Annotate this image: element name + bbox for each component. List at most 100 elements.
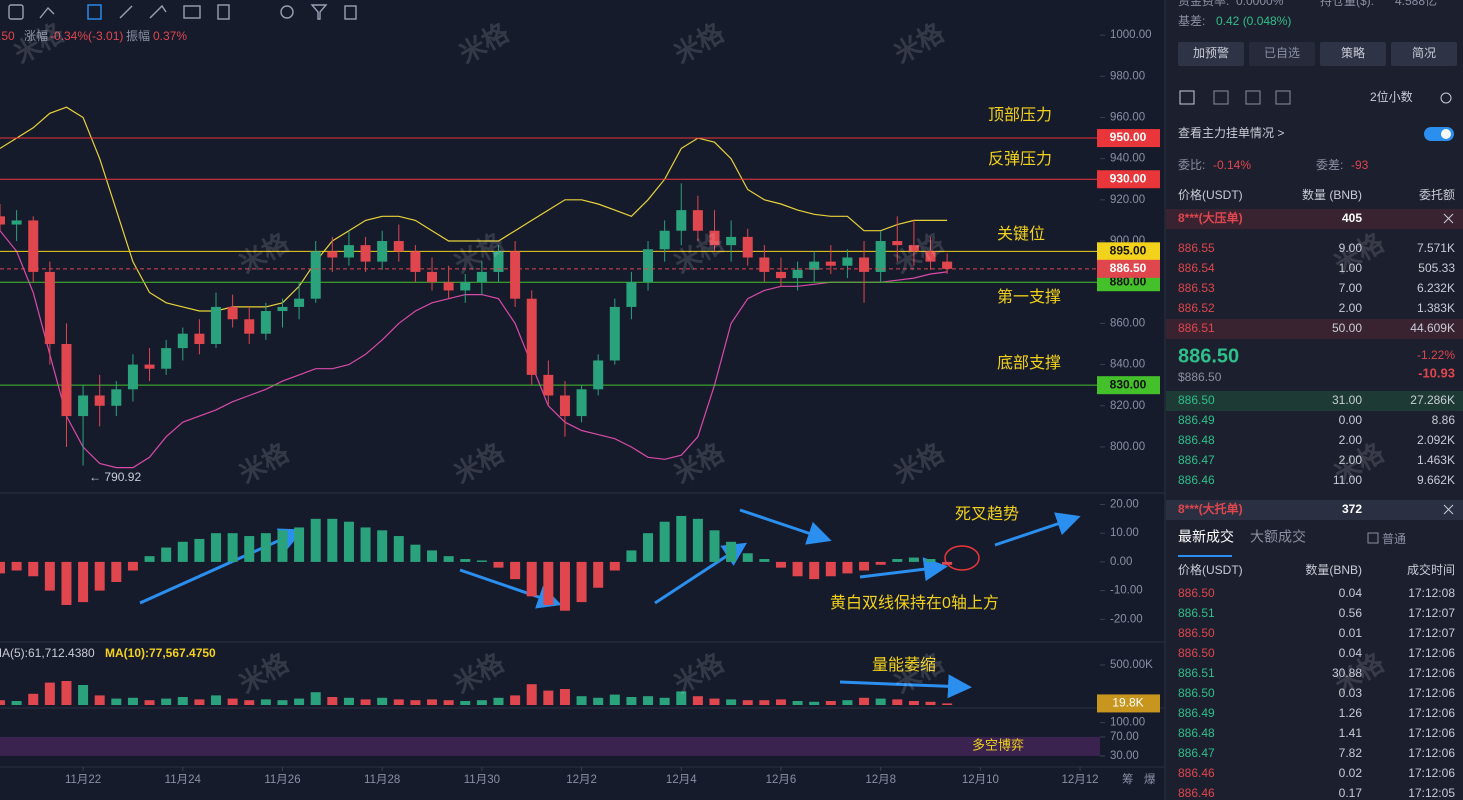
- volume-bar: [11, 701, 22, 705]
- candle-body: [28, 220, 39, 272]
- macd-bar: [809, 561, 820, 580]
- tool-icon[interactable]: [344, 5, 357, 20]
- ask-qty: 2.00: [1339, 301, 1363, 315]
- checkbox-label[interactable]: 普通: [1382, 532, 1406, 546]
- x-tick-label: 11月24: [165, 774, 202, 786]
- volume-bar: [676, 691, 687, 705]
- y-tick-label: 820.00: [1110, 400, 1145, 412]
- y-tick-label: -10.00: [1110, 585, 1143, 597]
- tool-icon[interactable]: [119, 5, 133, 19]
- button-label[interactable]: 简况: [1412, 46, 1436, 60]
- button-label[interactable]: 加预警: [1193, 45, 1229, 60]
- macd-bar: [260, 533, 271, 562]
- candle-body: [94, 395, 105, 406]
- annotation: 第一支撑: [997, 288, 1061, 306]
- y-tick-label: 1000.00: [1110, 29, 1152, 41]
- decimals[interactable]: 2位小数: [1370, 89, 1413, 104]
- bid-qty: 2.00: [1339, 433, 1363, 447]
- y-tick-label: 940.00: [1110, 153, 1145, 165]
- column-header: 价格(USDT): [1178, 562, 1243, 577]
- tool-icon[interactable]: [280, 5, 294, 19]
- candle-body: [11, 220, 22, 225]
- volume-last-label: 19.8K: [1112, 696, 1143, 710]
- tool-icon[interactable]: [310, 4, 328, 20]
- tool-icon[interactable]: [8, 4, 24, 20]
- annotation: 底部支撑: [997, 354, 1061, 372]
- button[interactable]: [1249, 42, 1315, 66]
- big-order-bar: [1166, 500, 1463, 520]
- tool-icon[interactable]: [87, 4, 102, 20]
- macd-bar: [360, 527, 371, 562]
- column-header: 数量(BNB): [1305, 562, 1362, 577]
- button[interactable]: [1320, 42, 1386, 66]
- arrow: [839, 674, 972, 699]
- volume-bar: [875, 698, 886, 705]
- bollinger-band: [0, 230, 948, 469]
- macd-bar: [327, 518, 338, 562]
- trade-time: 17:12:07: [1408, 626, 1455, 640]
- settings-icon[interactable]: [1440, 92, 1452, 104]
- level-tag: [1097, 376, 1160, 395]
- y-tick-label: 840.00: [1110, 359, 1145, 371]
- y-tick-label: 70.00: [1110, 731, 1139, 743]
- candle-body: [177, 333, 188, 349]
- button-label[interactable]: 已自选: [1264, 46, 1300, 60]
- volume-bar: [78, 685, 89, 705]
- ma-label: MA(5):61,712.4380: [0, 646, 95, 660]
- candle-body: [443, 282, 454, 291]
- bid-amount: 9.662K: [1417, 473, 1455, 487]
- trade-price: 886.51: [1178, 666, 1215, 680]
- tab[interactable]: 最新成交: [1178, 529, 1234, 545]
- macd-bar: [510, 561, 521, 580]
- close-icon[interactable]: [1443, 504, 1454, 515]
- tab[interactable]: 大额成交: [1250, 529, 1306, 545]
- macd-bar: [194, 538, 205, 562]
- x-tick-label: 12月12: [1062, 774, 1099, 786]
- ratio-label: 委比:: [1178, 158, 1205, 172]
- view-icon[interactable]: [1245, 90, 1261, 105]
- trade-price: 886.50: [1178, 646, 1215, 660]
- volume-bar: [211, 695, 222, 705]
- button-label[interactable]: 策略: [1341, 45, 1365, 60]
- candle-body: [759, 257, 770, 272]
- ask-qty: 50.00: [1332, 321, 1362, 335]
- x-tick-label: 12月2: [566, 774, 597, 786]
- bid-price: 886.50: [1178, 393, 1215, 407]
- tool-icon[interactable]: [217, 4, 230, 20]
- tool-icon[interactable]: [183, 5, 201, 19]
- candle-body: [942, 261, 953, 269]
- button[interactable]: [1391, 42, 1457, 66]
- tool-icon[interactable]: [149, 4, 167, 19]
- view-icon[interactable]: [1179, 90, 1195, 105]
- volume-bar: [925, 701, 936, 705]
- volume-bar: [61, 681, 72, 705]
- view-icon[interactable]: [1213, 90, 1229, 105]
- checkbox[interactable]: [1367, 532, 1379, 544]
- view-icon[interactable]: [1275, 90, 1291, 105]
- ma-label: MA(10):77,567.4750: [105, 646, 216, 660]
- macd-bar: [427, 550, 438, 562]
- volume-bar: [526, 684, 537, 705]
- depth-bar: [1166, 319, 1463, 339]
- button[interactable]: [1178, 42, 1244, 66]
- y-tick-label: -20.00: [1110, 613, 1143, 625]
- macd-bar: [576, 561, 587, 603]
- candle-body: [427, 271, 438, 283]
- volume-bar: [327, 697, 338, 705]
- volume-bar: [659, 697, 670, 705]
- macd-bar: [493, 561, 504, 568]
- macd-bar: [227, 533, 238, 562]
- bid-qty: 11.00: [1333, 473, 1362, 487]
- candle-body: [925, 251, 936, 262]
- tool-icon[interactable]: [39, 6, 55, 19]
- bid-qty: 0.00: [1339, 413, 1363, 427]
- x-tick-label: 11月26: [264, 774, 300, 786]
- macd-bar: [859, 561, 870, 571]
- close-icon[interactable]: [1443, 213, 1454, 224]
- corner-label: 筹: [1122, 772, 1134, 786]
- trade-time: 17:12:06: [1408, 706, 1455, 720]
- ratio-value: -93: [1351, 158, 1369, 172]
- macd-bar: [908, 557, 919, 562]
- main-orders-link[interactable]: 查看主力挂单情况 >: [1178, 126, 1284, 140]
- x-tick-label: 12月8: [865, 774, 896, 786]
